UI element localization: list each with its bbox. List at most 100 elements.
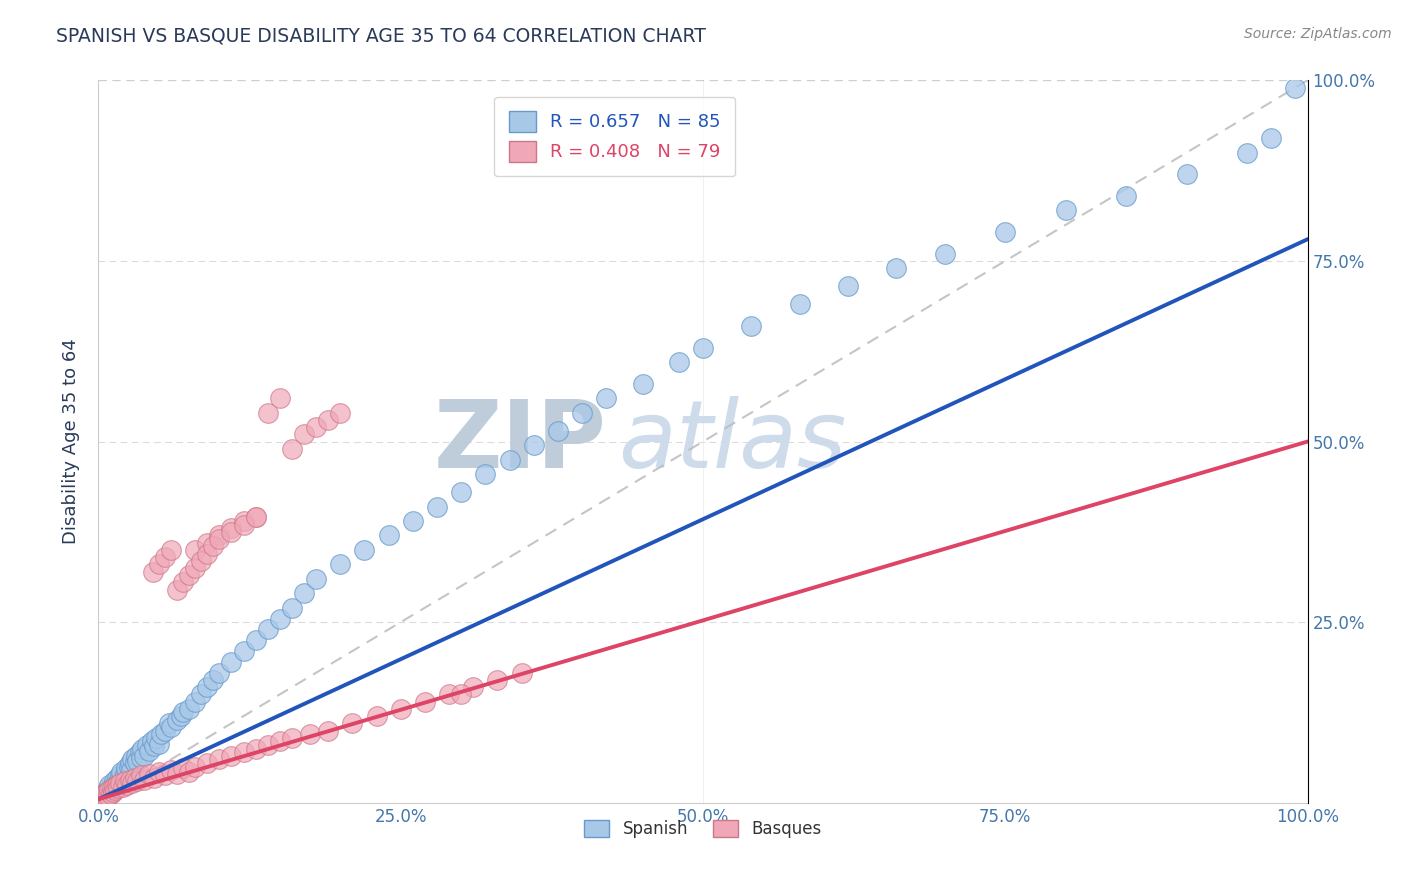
Point (118, 756, 141, 770)
Point (150, 727, 173, 741)
Point (269, 391, 291, 405)
Point (111, 774, 134, 789)
Point (100, 787, 122, 801)
Point (498, 452, 520, 467)
Point (256, 623, 278, 637)
Point (202, 673, 225, 687)
Point (232, 517, 254, 532)
Point (98, 782, 121, 797)
Point (1284, 80, 1306, 95)
Point (299, 727, 322, 741)
Point (97, 781, 120, 796)
Point (160, 720, 183, 734)
Point (118, 760, 141, 774)
Point (138, 744, 160, 758)
Point (256, 738, 278, 752)
Point (190, 687, 212, 701)
Point (450, 485, 472, 500)
Point (269, 611, 291, 625)
Point (402, 514, 425, 528)
Point (463, 680, 485, 694)
Point (232, 514, 254, 528)
Point (195, 680, 218, 694)
Point (138, 767, 160, 781)
Point (93, 792, 115, 806)
Point (100, 782, 122, 797)
Point (366, 709, 388, 723)
Point (97, 789, 120, 803)
Point (104, 778, 127, 792)
Point (101, 785, 124, 799)
Point (1260, 131, 1282, 145)
Point (202, 539, 225, 553)
Point (837, 279, 859, 293)
Point (342, 716, 364, 731)
Text: Source: ZipAtlas.com: Source: ZipAtlas.com (1244, 27, 1392, 41)
Point (148, 765, 170, 780)
Point (98, 778, 121, 792)
Point (256, 406, 278, 420)
Point (112, 771, 135, 785)
Legend: Spanish, Basques: Spanish, Basques (578, 814, 828, 845)
Point (108, 772, 131, 787)
Point (329, 558, 352, 572)
Point (886, 261, 908, 276)
Y-axis label: Disability Age 35 to 64: Disability Age 35 to 64 (62, 339, 80, 544)
Point (547, 424, 569, 438)
Point (128, 745, 150, 759)
Point (221, 748, 243, 763)
Point (740, 318, 762, 333)
Point (145, 731, 167, 745)
Point (120, 764, 142, 778)
Point (172, 575, 194, 590)
Point (114, 767, 136, 781)
Point (184, 695, 207, 709)
Point (208, 532, 231, 546)
Point (316, 723, 339, 738)
Point (124, 771, 146, 785)
Point (172, 761, 194, 775)
Point (1054, 203, 1077, 218)
Point (107, 775, 129, 789)
Point (221, 521, 243, 535)
Point (232, 644, 254, 658)
Point (292, 427, 315, 442)
Point (114, 774, 136, 789)
Point (184, 542, 207, 557)
Point (107, 781, 129, 796)
Point (184, 760, 207, 774)
Point (125, 748, 148, 763)
Point (245, 510, 267, 524)
Point (153, 723, 176, 738)
Point (934, 246, 956, 260)
Point (142, 565, 165, 579)
Point (141, 734, 163, 748)
Point (153, 550, 176, 565)
Point (190, 554, 212, 568)
Point (789, 297, 811, 311)
Point (134, 748, 156, 763)
Point (179, 568, 201, 582)
Point (115, 761, 138, 775)
Point (208, 665, 231, 680)
Point (94, 785, 117, 799)
Point (523, 438, 546, 452)
Point (124, 756, 146, 770)
Point (105, 771, 128, 785)
Point (100, 785, 122, 799)
Point (134, 772, 156, 787)
Point (143, 739, 166, 754)
Point (994, 225, 1017, 239)
Point (96, 790, 118, 805)
Point (131, 741, 153, 756)
Point (103, 780, 125, 794)
Point (172, 706, 194, 720)
Point (96, 785, 118, 799)
Point (103, 774, 125, 789)
Point (245, 510, 267, 524)
Point (510, 665, 533, 680)
Point (97, 789, 120, 803)
Point (631, 376, 654, 391)
Point (437, 687, 460, 701)
Point (184, 561, 207, 575)
